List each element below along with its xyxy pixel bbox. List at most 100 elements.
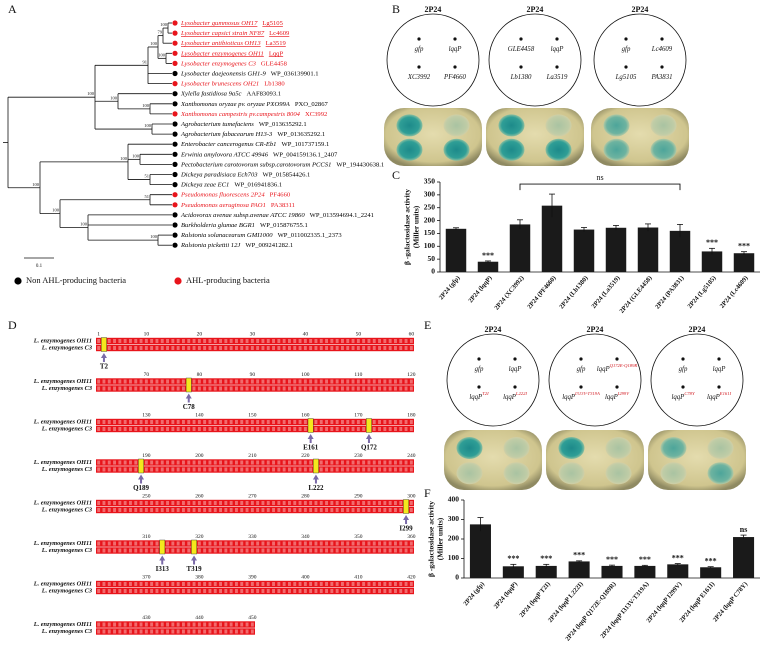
residue bbox=[123, 379, 127, 384]
residue bbox=[325, 582, 328, 586]
residue bbox=[293, 508, 297, 512]
residue bbox=[166, 386, 169, 391]
residue bbox=[372, 508, 376, 512]
residue bbox=[282, 548, 286, 553]
residue bbox=[107, 501, 111, 505]
residue bbox=[288, 501, 291, 505]
spot-mutation: T2I bbox=[482, 391, 489, 396]
residue bbox=[319, 427, 323, 431]
spot-marker bbox=[681, 357, 685, 361]
residue bbox=[362, 508, 366, 512]
residue bbox=[171, 427, 175, 431]
residue bbox=[341, 582, 344, 586]
residue bbox=[139, 379, 143, 384]
colony-spot bbox=[650, 138, 677, 161]
residue-number: 90 bbox=[250, 372, 256, 378]
residue bbox=[383, 379, 387, 384]
residue bbox=[182, 501, 185, 505]
residue bbox=[351, 386, 355, 391]
residue bbox=[293, 460, 297, 465]
residue bbox=[293, 501, 297, 505]
residue bbox=[325, 427, 328, 431]
taxon-name: Xanthomonas oryzae pv. oryzae PXO99A bbox=[180, 100, 291, 107]
legend-marker bbox=[174, 277, 182, 285]
residue bbox=[219, 460, 222, 465]
colony-spot bbox=[558, 462, 585, 485]
residue bbox=[378, 589, 381, 593]
mutation-highlight bbox=[307, 418, 314, 433]
residue bbox=[192, 346, 196, 350]
bar bbox=[700, 567, 722, 578]
residue-number: 30 bbox=[250, 331, 256, 337]
residue bbox=[256, 346, 260, 350]
bar bbox=[541, 205, 563, 272]
residue bbox=[298, 427, 302, 431]
bootstrap-value: 100 bbox=[158, 52, 166, 57]
residue bbox=[113, 589, 116, 593]
colony-spot bbox=[650, 114, 677, 137]
residue bbox=[319, 501, 323, 505]
sequence-label: L. enzymogenes C3 bbox=[41, 425, 92, 432]
residue bbox=[139, 582, 143, 586]
residue bbox=[282, 339, 286, 343]
taxon-label: Agrobacterium fabacearum H13-3 WP_0136352… bbox=[180, 131, 325, 138]
residue bbox=[388, 582, 392, 586]
spot-label: gfp bbox=[415, 46, 424, 53]
residue bbox=[192, 582, 196, 586]
residue bbox=[341, 386, 344, 391]
residue bbox=[160, 346, 164, 350]
residue bbox=[118, 548, 122, 553]
spot-label: gfp bbox=[622, 46, 631, 53]
colony-spot bbox=[443, 138, 470, 161]
residue bbox=[256, 460, 260, 465]
residue bbox=[171, 346, 175, 350]
error-bar bbox=[517, 219, 523, 230]
residue bbox=[113, 460, 116, 465]
residue bbox=[261, 582, 265, 586]
residue bbox=[356, 589, 360, 593]
residue bbox=[97, 622, 101, 627]
residue bbox=[166, 629, 169, 634]
residue bbox=[176, 629, 180, 634]
residue bbox=[187, 467, 191, 472]
residue bbox=[144, 427, 148, 431]
error-bar bbox=[581, 227, 587, 232]
residue bbox=[160, 622, 164, 627]
residue bbox=[160, 460, 164, 465]
x-tick-label: 2P24 (lqqP) bbox=[493, 581, 519, 611]
residue bbox=[362, 346, 366, 350]
bootstrap-value: 51 bbox=[145, 174, 150, 179]
residue bbox=[303, 427, 307, 431]
residue bbox=[383, 460, 387, 465]
residue bbox=[266, 467, 270, 472]
residue bbox=[203, 467, 207, 472]
residue bbox=[213, 346, 217, 350]
plate-photo bbox=[648, 430, 746, 490]
residue bbox=[123, 501, 127, 505]
residue bbox=[245, 622, 249, 627]
residue bbox=[266, 346, 270, 350]
spot-mutation: E161I bbox=[719, 391, 732, 396]
residue bbox=[378, 467, 381, 472]
residue bbox=[388, 460, 392, 465]
residue bbox=[203, 541, 207, 546]
spot-name: lqqP bbox=[671, 394, 684, 401]
error-bar bbox=[677, 224, 683, 238]
residue bbox=[197, 582, 201, 586]
residue bbox=[351, 420, 355, 424]
colony-spot bbox=[456, 437, 483, 459]
residue bbox=[187, 427, 191, 431]
residue bbox=[235, 467, 238, 472]
taxon-name: Agrobacterium fabacearum H13-3 bbox=[180, 131, 273, 138]
significance-label: *** bbox=[706, 238, 718, 247]
bar bbox=[637, 227, 659, 272]
residue bbox=[351, 582, 355, 586]
residue bbox=[341, 589, 344, 593]
bootstrap-value: 100 bbox=[144, 123, 152, 128]
residue bbox=[325, 346, 328, 350]
residue bbox=[266, 339, 270, 343]
spot-label: gfp bbox=[679, 366, 688, 373]
taxon-label: Dickeya paradisiaca Ech703 WP_015854426.1 bbox=[180, 171, 310, 178]
bar bbox=[601, 565, 623, 578]
scale-label: 0.1 bbox=[36, 264, 43, 269]
